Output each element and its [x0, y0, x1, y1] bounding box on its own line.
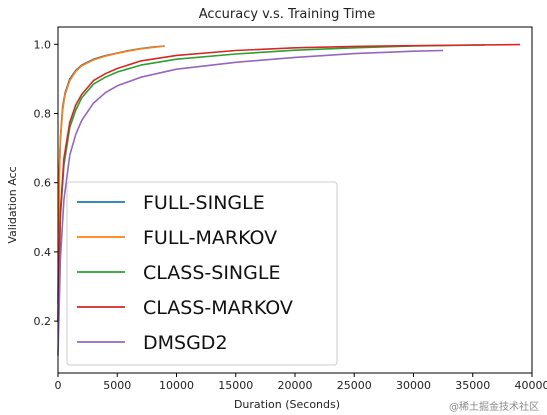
- x-axis-ticks: 0 5000 10000 15000 20000 25000 30000 35000 40000: [55, 373, 547, 392]
- x-tick-label: 35000: [455, 379, 490, 392]
- x-axis-label: Duration (Seconds): [234, 398, 340, 411]
- legend-label-class-markov: CLASS-MARKOV: [143, 297, 293, 319]
- legend-box: [66, 181, 338, 366]
- legend: FULL-SINGLE FULL-MARKOV CLASS-SINGLE CLASS-…: [66, 181, 338, 366]
- x-tick-label: 10000: [159, 379, 194, 392]
- x-tick-label: 5000: [103, 379, 131, 392]
- y-tick-label: 0.6: [34, 177, 52, 190]
- series-line-dmsgd2: [57, 49, 444, 356]
- y-tick-label: 0.8: [34, 108, 52, 121]
- legend-label-class-single: CLASS-SINGLE: [143, 262, 280, 284]
- series-line-class-single: [57, 44, 485, 322]
- x-tick-label: 40000: [515, 379, 547, 392]
- x-tick-label: 25000: [337, 379, 372, 392]
- watermark-text: @稀土掘金技术社区: [449, 402, 539, 413]
- y-tick-label: 1.0: [34, 38, 52, 51]
- x-tick-label: 30000: [396, 379, 431, 392]
- x-tick-label: 0: [55, 379, 62, 392]
- legend-label-full-markov: FULL-MARKOV: [143, 227, 277, 249]
- x-tick-label: 20000: [278, 379, 313, 392]
- legend-label-dmsgd2: DMSGD2: [143, 332, 228, 354]
- x-tick-label: 15000: [218, 379, 253, 392]
- y-axis-label: Validation Acc: [6, 166, 19, 243]
- series-lines: [57, 43, 521, 356]
- y-axis-ticks: 0.2 0.4 0.6 0.8 1.0: [34, 38, 58, 328]
- legend-label-full-single: FULL-SINGLE: [143, 192, 265, 214]
- chart-title: Accuracy v.s. Training Time: [199, 7, 376, 22]
- series-line-class-markov: [57, 43, 521, 322]
- y-tick-label: 0.2: [34, 315, 52, 328]
- y-tick-label: 0.4: [34, 246, 52, 259]
- series-line-full-markov: [57, 45, 165, 315]
